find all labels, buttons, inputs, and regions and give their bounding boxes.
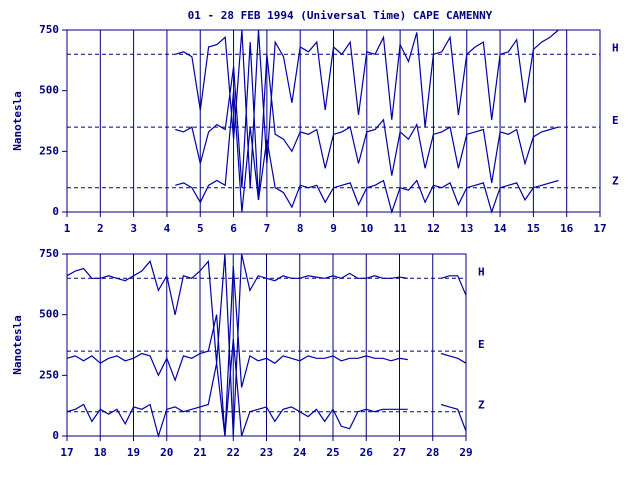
- trace: [66, 338, 467, 439]
- y-axis-label: Nanotesla: [11, 91, 24, 151]
- x-tick-label: 21: [193, 446, 207, 459]
- series-label: Z: [478, 399, 485, 412]
- x-tick-label: 6: [230, 222, 237, 235]
- x-tick-label: 11: [394, 222, 408, 235]
- y-axis-label: Nanotesla: [11, 315, 24, 375]
- x-tick-label: 4: [164, 222, 171, 235]
- x-tick-label: 23: [260, 446, 273, 459]
- x-tick-label: 14: [493, 222, 507, 235]
- x-tick-label: 18: [94, 446, 107, 459]
- x-tick-label: 7: [264, 222, 271, 235]
- y-tick-label: 500: [39, 308, 59, 321]
- trace: [175, 29, 559, 188]
- y-tick-label: 500: [39, 84, 59, 97]
- series-label: E: [478, 338, 485, 351]
- trace: [175, 42, 559, 200]
- series-label: H: [612, 41, 619, 54]
- x-tick-label: 29: [459, 446, 472, 459]
- x-tick-label: 1: [64, 222, 71, 235]
- x-tick-label: 26: [360, 446, 374, 459]
- x-tick-label: 25: [326, 446, 339, 459]
- x-tick-label: 8: [297, 222, 304, 235]
- trace: [66, 266, 467, 437]
- trace: [66, 253, 467, 437]
- y-tick-label: 750: [39, 23, 59, 36]
- trace: [175, 90, 559, 215]
- x-tick-label: 27: [393, 446, 406, 459]
- x-tick-label: 22: [227, 446, 240, 459]
- y-tick-label: 750: [39, 247, 59, 260]
- x-tick-label: 24: [293, 446, 307, 459]
- x-tick-label: 9: [330, 222, 337, 235]
- chart-title: 01 - 28 FEB 1994 (Universal Time) CAPE C…: [188, 9, 493, 22]
- y-tick-label: 250: [39, 368, 59, 381]
- x-tick-label: 19: [127, 446, 140, 459]
- x-tick-label: 20: [160, 446, 173, 459]
- x-tick-label: 2: [97, 222, 104, 235]
- x-tick-label: 17: [593, 222, 606, 235]
- x-tick-label: 10: [360, 222, 373, 235]
- x-tick-label: 3: [130, 222, 137, 235]
- y-tick-label: 250: [39, 144, 59, 157]
- x-tick-label: 16: [560, 222, 574, 235]
- series-label: E: [612, 114, 619, 127]
- x-tick-label: 13: [460, 222, 473, 235]
- series-label: Z: [612, 175, 619, 188]
- y-tick-label: 0: [52, 429, 59, 442]
- y-tick-label: 0: [52, 205, 59, 218]
- x-tick-label: 28: [426, 446, 439, 459]
- x-tick-label: 5: [197, 222, 204, 235]
- x-tick-label: 12: [427, 222, 440, 235]
- x-tick-label: 15: [527, 222, 540, 235]
- series-label: H: [478, 265, 485, 278]
- x-tick-label: 17: [60, 446, 73, 459]
